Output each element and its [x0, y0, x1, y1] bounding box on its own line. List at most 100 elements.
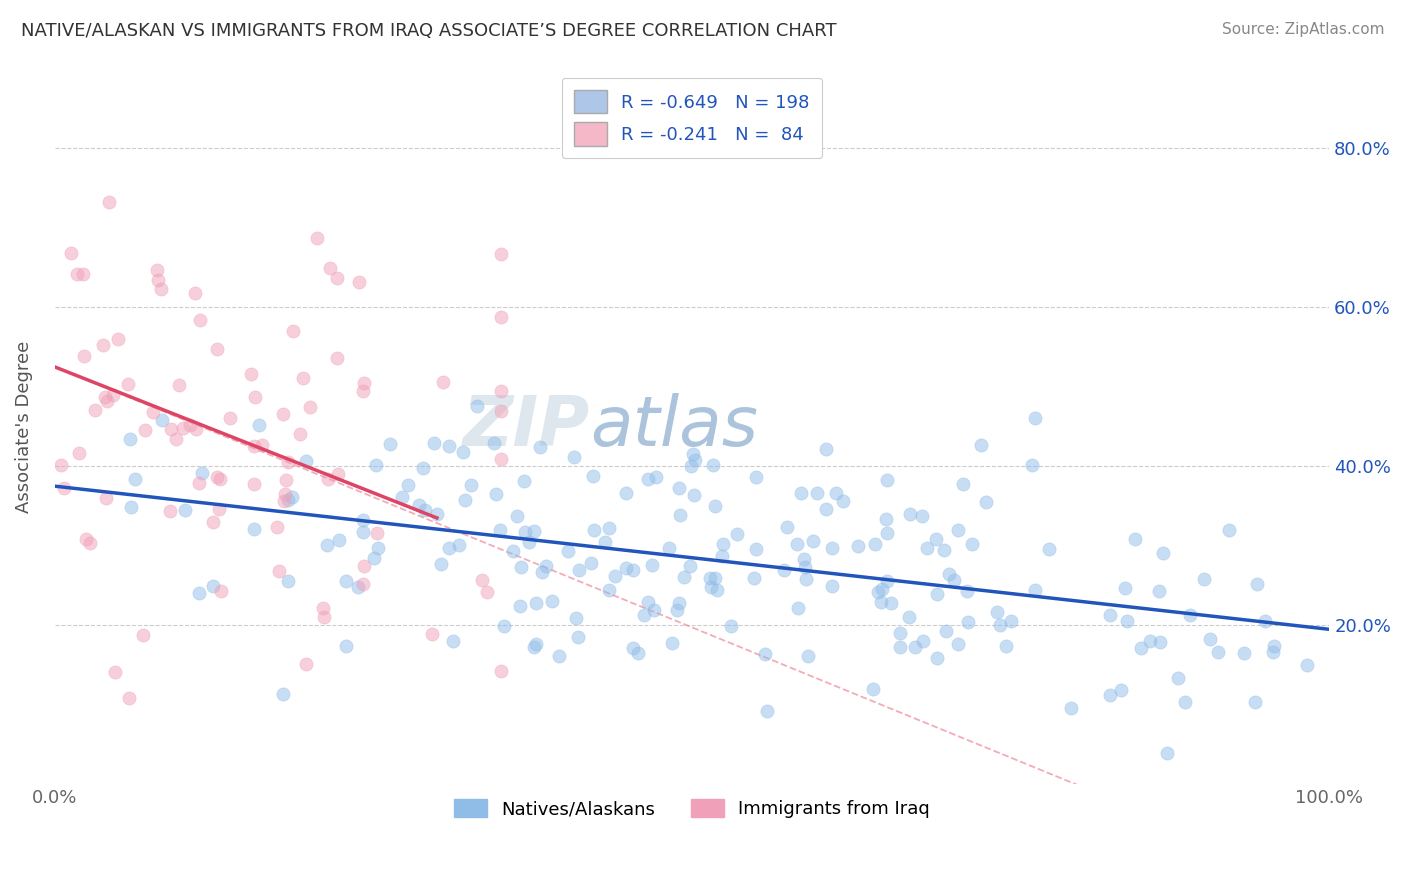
Point	[1244, 695, 1267, 709]
Point	[380, 437, 402, 451]
Point	[956, 583, 979, 598]
Point	[1263, 640, 1285, 654]
Point	[312, 601, 335, 615]
Point	[711, 537, 734, 551]
Point	[299, 401, 322, 415]
Point	[952, 477, 974, 491]
Point	[352, 577, 374, 591]
Point	[364, 458, 387, 473]
Point	[898, 508, 921, 522]
Point	[517, 535, 540, 549]
Point	[187, 475, 209, 490]
Point	[439, 541, 461, 556]
Point	[530, 565, 553, 579]
Point	[925, 532, 948, 546]
Point	[621, 563, 644, 577]
Text: atlas: atlas	[591, 393, 758, 460]
Point	[207, 343, 229, 357]
Point	[506, 509, 529, 524]
Point	[866, 585, 889, 599]
Point	[184, 286, 207, 301]
Point	[927, 587, 949, 601]
Point	[1098, 688, 1121, 702]
Point	[485, 487, 508, 501]
Point	[988, 617, 1011, 632]
Point	[614, 560, 637, 574]
Point	[423, 436, 446, 450]
Point	[502, 544, 524, 558]
Point	[243, 390, 266, 404]
Point	[150, 282, 173, 296]
Point	[568, 563, 591, 577]
Point	[960, 537, 983, 551]
Point	[451, 444, 474, 458]
Point	[668, 596, 690, 610]
Point	[870, 595, 893, 609]
Point	[280, 491, 302, 505]
Point	[425, 508, 447, 522]
Point	[1123, 532, 1146, 546]
Point	[641, 558, 664, 573]
Point	[475, 585, 498, 599]
Point	[75, 532, 97, 546]
Point	[186, 422, 208, 436]
Point	[432, 375, 454, 389]
Point	[742, 570, 765, 584]
Point	[1180, 608, 1202, 623]
Point	[898, 610, 921, 624]
Point	[94, 491, 117, 505]
Y-axis label: Associate's Degree: Associate's Degree	[15, 341, 32, 513]
Point	[454, 493, 477, 508]
Point	[863, 537, 886, 551]
Point	[107, 332, 129, 346]
Point	[536, 558, 558, 573]
Point	[277, 455, 299, 469]
Point	[682, 488, 704, 502]
Point	[489, 404, 512, 418]
Point	[277, 493, 299, 508]
Point	[449, 538, 471, 552]
Point	[1263, 645, 1285, 659]
Point	[815, 501, 838, 516]
Point	[658, 541, 681, 555]
Point	[911, 509, 934, 524]
Point	[995, 640, 1018, 654]
Point	[347, 276, 370, 290]
Point	[904, 640, 927, 654]
Point	[821, 579, 844, 593]
Legend: Natives/Alaskans, Immigrants from Iraq: Natives/Alaskans, Immigrants from Iraq	[447, 792, 936, 825]
Point	[683, 452, 706, 467]
Point	[938, 566, 960, 581]
Point	[702, 458, 724, 473]
Point	[637, 472, 659, 486]
Point	[489, 523, 512, 537]
Point	[1021, 458, 1043, 473]
Text: ZIP: ZIP	[463, 393, 591, 460]
Point	[1174, 695, 1197, 709]
Point	[314, 610, 336, 624]
Point	[467, 399, 489, 413]
Point	[94, 390, 117, 404]
Point	[1206, 644, 1229, 658]
Point	[1295, 658, 1317, 673]
Point	[208, 472, 231, 486]
Point	[1192, 572, 1215, 586]
Point	[948, 524, 970, 538]
Point	[202, 579, 225, 593]
Point	[1000, 614, 1022, 628]
Point	[273, 493, 295, 508]
Point	[352, 524, 374, 539]
Point	[247, 417, 270, 432]
Point	[581, 468, 603, 483]
Point	[294, 454, 316, 468]
Point	[710, 549, 733, 563]
Point	[146, 263, 169, 277]
Point	[319, 261, 342, 276]
Point	[188, 313, 211, 327]
Point	[98, 195, 121, 210]
Point	[1149, 635, 1171, 649]
Point	[118, 691, 141, 706]
Point	[513, 475, 536, 489]
Point	[353, 559, 375, 574]
Point	[347, 580, 370, 594]
